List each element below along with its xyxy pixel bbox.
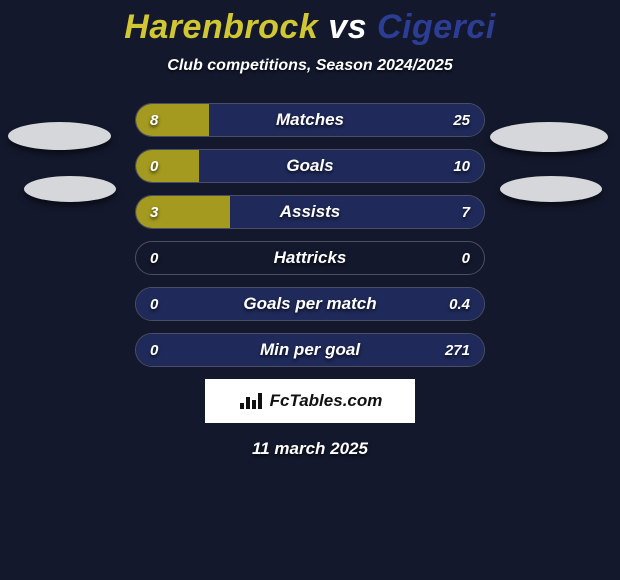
stat-fill-right: [199, 150, 484, 182]
bars-icon: [238, 391, 264, 411]
stats-chart: 825Matches 010Goals 37Assists 0 0Hattricks 00…: [0, 103, 620, 459]
stat-fill-left: [136, 150, 199, 182]
stat-fill-right: [230, 196, 484, 228]
subtitle: Club competitions, Season 2024/2025: [0, 57, 620, 75]
stat-row: 0 0Hattricks: [135, 241, 485, 275]
decor-ellipse-right-1: [490, 122, 608, 152]
player1-name: Harenbrock: [124, 8, 318, 46]
source-text: FcTables.com: [270, 391, 383, 411]
vs-text: vs: [328, 8, 367, 46]
decor-ellipse-left-2: [24, 176, 116, 202]
date-text: 11 march 2025: [0, 439, 620, 459]
stat-value-left: 0: [150, 242, 158, 274]
stat-fill-right: [136, 334, 484, 366]
stat-label: Hattricks: [136, 242, 484, 274]
stat-row: 00.4Goals per match: [135, 287, 485, 321]
stat-fill-left: [136, 196, 230, 228]
stat-row: 0271Min per goal: [135, 333, 485, 367]
stat-fill-right: [136, 288, 484, 320]
source-badge: FcTables.com: [205, 379, 415, 423]
decor-ellipse-left-1: [8, 122, 111, 150]
stat-row: 37Assists: [135, 195, 485, 229]
stat-value-right: 0: [462, 242, 470, 274]
comparison-title: Harenbrock vs Cigerci: [0, 0, 620, 47]
stat-fill-right: [209, 104, 484, 136]
stat-row: 010Goals: [135, 149, 485, 183]
player2-name: Cigerci: [377, 8, 496, 46]
stat-fill-left: [136, 104, 209, 136]
decor-ellipse-right-2: [500, 176, 602, 202]
stat-row: 825Matches: [135, 103, 485, 137]
